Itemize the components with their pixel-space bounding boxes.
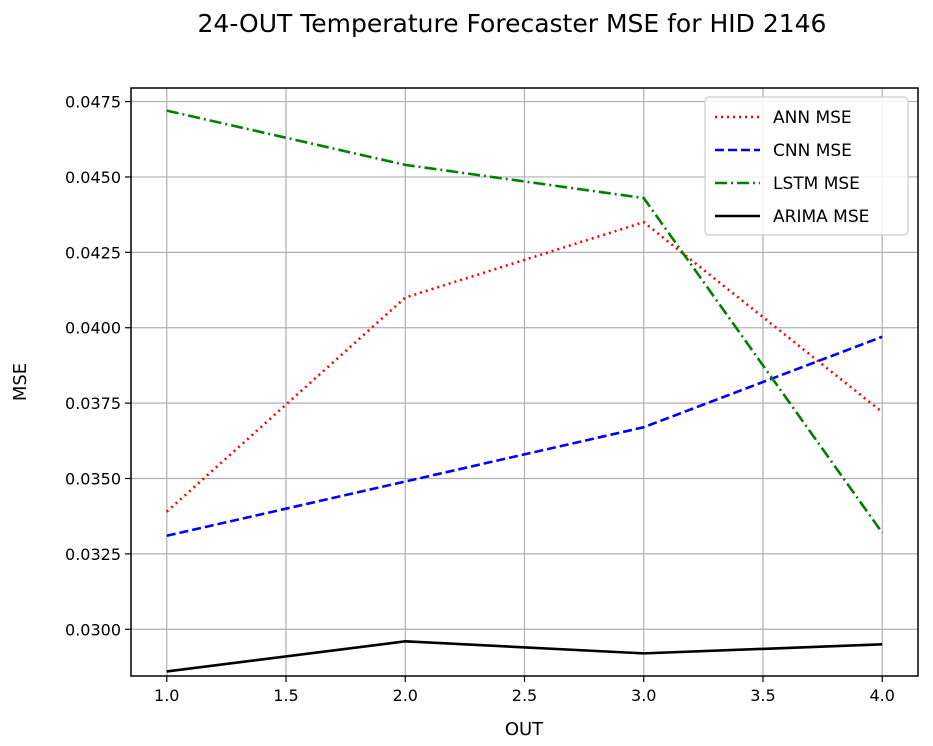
legend-label-ann-mse: ANN MSE [773, 108, 852, 128]
chart-title: 24-OUT Temperature Forecaster MSE for HI… [198, 9, 827, 38]
y-ticks: 0.0300 0.0325 0.0350 0.0375 0.0400 0.0425 0.04… [65, 93, 131, 639]
y-tick-label: 0.0350 [65, 469, 121, 488]
series-line-lstm-mse [166, 109, 884, 534]
y-tick-label: 0.0450 [65, 168, 121, 187]
x-tick-label: 2.0 [393, 686, 418, 705]
legend-box [704, 96, 909, 236]
x-tick-label: 3.5 [750, 686, 775, 705]
series-line-ann-mse [165, 220, 884, 513]
y-tick-label: 0.0375 [65, 394, 121, 413]
legend-label-arima-mse: ARIMA MSE [773, 207, 869, 227]
x-tick-label: 2.5 [512, 686, 537, 705]
legend-label-lstm-mse: LSTM MSE [773, 174, 860, 194]
x-tick-label: 3.0 [631, 686, 656, 705]
series-lines [165, 109, 884, 673]
legend: ANN MSE CNN MSE LSTM MSE ARIMA MSE [704, 96, 909, 236]
y-tick-label: 0.0325 [65, 545, 121, 564]
x-tick-label: 1.5 [273, 686, 298, 705]
series-line-arima-mse [166, 640, 883, 673]
y-tick-label: 0.0425 [65, 243, 121, 262]
y-axis-label: MSE [10, 363, 31, 401]
x-axis-label: OUT [505, 719, 544, 740]
y-tick-label: 0.0400 [65, 319, 121, 338]
x-tick-label: 1.0 [154, 686, 179, 705]
x-tick-label: 4.0 [870, 686, 895, 705]
series-line-cnn-mse [166, 335, 883, 538]
x-ticks: 1.0 1.5 2.0 2.5 3.0 3.5 4.0 [154, 676, 895, 705]
legend-label-cnn-mse: CNN MSE [773, 141, 852, 161]
y-tick-label: 0.0300 [65, 620, 121, 639]
y-tick-label: 0.0475 [65, 93, 121, 112]
